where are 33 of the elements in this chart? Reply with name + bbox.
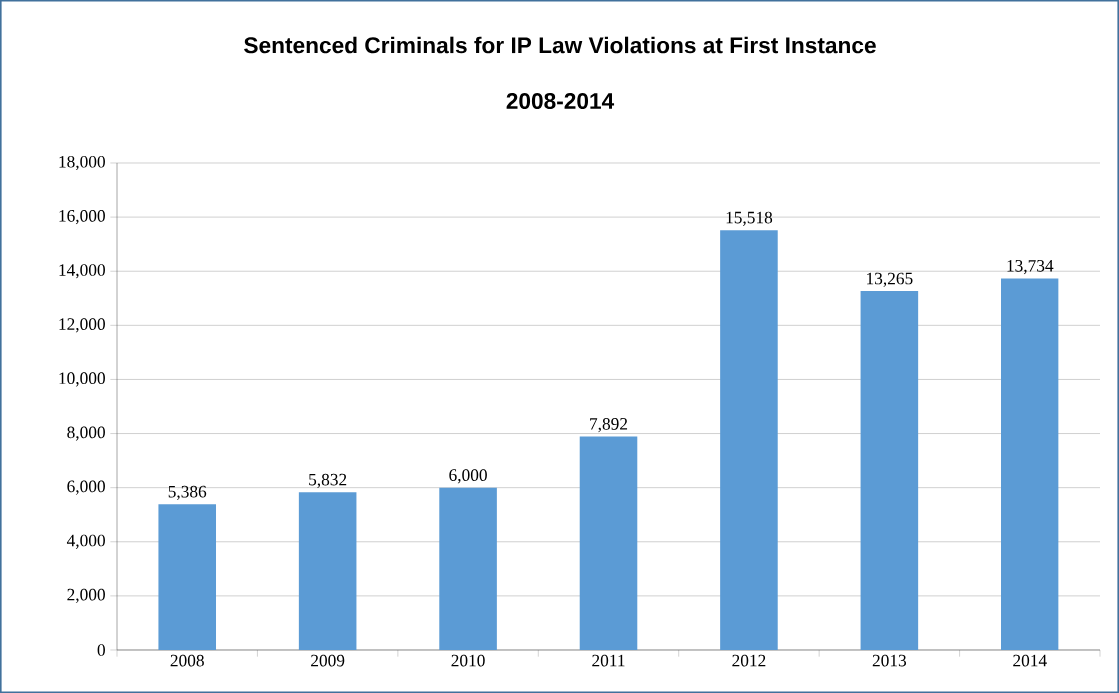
x-tick-label: 2012	[732, 654, 766, 667]
data-label: 13,265	[867, 272, 913, 287]
y-tick-label: 6,000	[67, 480, 105, 495]
data-label: 6,000	[449, 469, 487, 484]
y-tick-label: 12,000	[59, 318, 105, 333]
bar	[1001, 278, 1059, 650]
bar	[439, 487, 497, 650]
bar	[720, 230, 778, 650]
bar	[579, 436, 638, 650]
bar	[158, 504, 217, 650]
x-tick-label: 2011	[592, 654, 625, 667]
x-tick-label: 2009	[311, 654, 345, 667]
x-tick-label: 2008	[170, 654, 204, 667]
bar	[860, 291, 919, 650]
data-label: 5,386	[168, 485, 207, 501]
data-label: 15,518	[726, 211, 773, 226]
x-tick-label: 2014	[1013, 654, 1047, 667]
chart-title: Sentenced Criminals for IP Law Violations at First Instance	[244, 36, 876, 54]
y-tick-label: 2,000	[67, 588, 105, 603]
bar	[298, 492, 357, 650]
y-tick-label: 0	[97, 644, 105, 656]
data-label: 13,734	[1007, 260, 1054, 275]
y-tick-label: 10,000	[59, 372, 105, 387]
x-tick-label: 2010	[451, 654, 485, 667]
data-label: 7,892	[590, 418, 628, 433]
y-tick-label: 8,000	[67, 426, 105, 441]
y-tick-label: 4,000	[66, 534, 105, 549]
y-tick-label: 14,000	[59, 264, 105, 279]
chart-subtitle: 2008-2014	[506, 92, 615, 110]
y-tick-label: 18,000	[59, 155, 105, 171]
data-label: 5,832	[309, 473, 347, 488]
x-tick-label: 2013	[872, 654, 907, 667]
y-tick-label: 16,000	[59, 210, 105, 225]
